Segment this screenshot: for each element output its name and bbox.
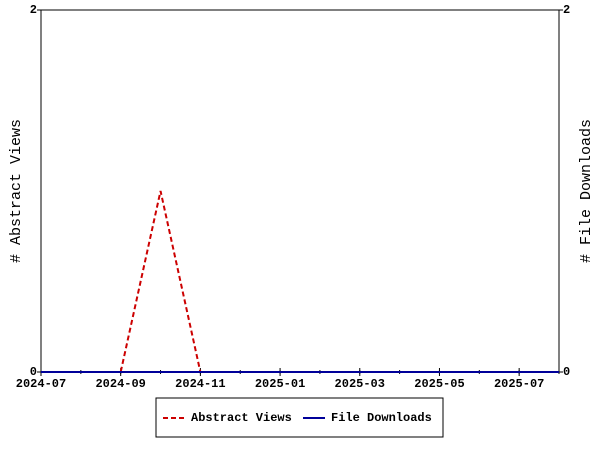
y2-tick-label: 0: [563, 365, 570, 379]
series-line: [41, 190, 559, 373]
y-axis-label: # Abstract Views: [8, 119, 25, 263]
x-tick-label: 2025-07: [494, 377, 544, 391]
legend-label: Abstract Views: [191, 411, 292, 425]
legend-box: [155, 397, 444, 438]
y-tick-label: 0: [30, 365, 37, 379]
y-tick-label: 2: [30, 3, 37, 17]
y2-tick-label: 2: [563, 3, 570, 17]
x-tick-label: 2025-01: [255, 377, 305, 391]
x-tick-label: 2025-03: [335, 377, 385, 391]
plot-frame: [40, 9, 560, 373]
x-tick-label: 2025-05: [414, 377, 464, 391]
legend-label: File Downloads: [331, 411, 432, 425]
x-tick-label: 2024-11: [175, 377, 225, 391]
x-tick-label: 2024-09: [95, 377, 145, 391]
y2-axis-label: # File Downloads: [578, 119, 595, 263]
x-tick-label: 2024-07: [16, 377, 66, 391]
